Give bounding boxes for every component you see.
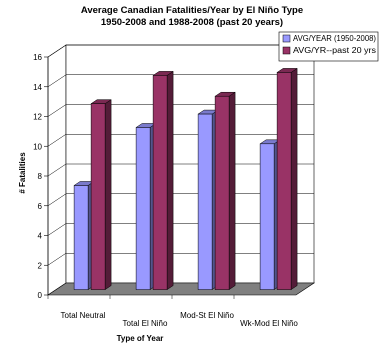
bar-front	[73, 185, 89, 290]
y-tick-label: 6	[38, 202, 43, 211]
bar-side	[166, 70, 174, 291]
bar	[214, 91, 236, 291]
bar	[90, 99, 112, 291]
bar-front	[276, 72, 292, 290]
bars	[73, 67, 298, 291]
chart-subtitle: 1950-2008 and 1988-2008 (past 20 years)	[101, 17, 283, 28]
y-tick-label: 12	[33, 113, 42, 122]
legend-label: AVG/YR--past 20 yrs	[293, 46, 376, 55]
bar-front	[152, 75, 168, 290]
y-tick-label: 10	[33, 142, 42, 151]
bar-front	[135, 127, 151, 290]
legend: AVG/YEAR (1950-2008) AVG/YR--past 20 yrs	[278, 31, 379, 62]
legend-label: AVG/YEAR (1950-2008)	[293, 34, 376, 43]
y-axis-title: # Fatalities	[18, 152, 27, 194]
y-tick-label: 16	[33, 53, 42, 62]
bar-side	[290, 67, 298, 291]
x-axis-ticks: Total Neutral Total El Niño Mod-St El Niño…	[47, 295, 298, 328]
y-tick-label: 0	[38, 291, 43, 300]
bar-side	[104, 99, 112, 291]
bar-front	[90, 103, 106, 290]
x-axis-title: Type of Year	[117, 334, 164, 343]
bar	[276, 67, 298, 291]
y-tick-label: 2	[38, 261, 43, 270]
bar-front	[214, 95, 230, 290]
y-axis-ticks: 0 2 4 6 8 10 12 14 16	[33, 53, 49, 300]
y-tick-label: 8	[38, 172, 43, 181]
legend-box	[278, 31, 379, 62]
x-tick-label: Mod-St El Niño	[180, 311, 234, 320]
gridline	[47, 74, 314, 87]
gridline	[47, 44, 314, 58]
y-tick-label: 14	[33, 83, 42, 92]
legend-swatch	[282, 34, 291, 43]
floor	[47, 282, 315, 296]
bar-front	[259, 143, 275, 290]
bar-front	[197, 113, 213, 290]
bar	[152, 70, 174, 291]
bar-side	[228, 91, 236, 291]
legend-swatch	[282, 46, 291, 55]
chart-title: Average Canadian Fatalities/Year by El N…	[81, 5, 303, 16]
x-tick-label: Wk-Mod El Niño	[240, 319, 298, 328]
x-tick-label: Total Neutral	[61, 311, 106, 320]
y-tick-label: 4	[38, 232, 43, 241]
x-tick-label: Total El Niño	[123, 319, 168, 328]
